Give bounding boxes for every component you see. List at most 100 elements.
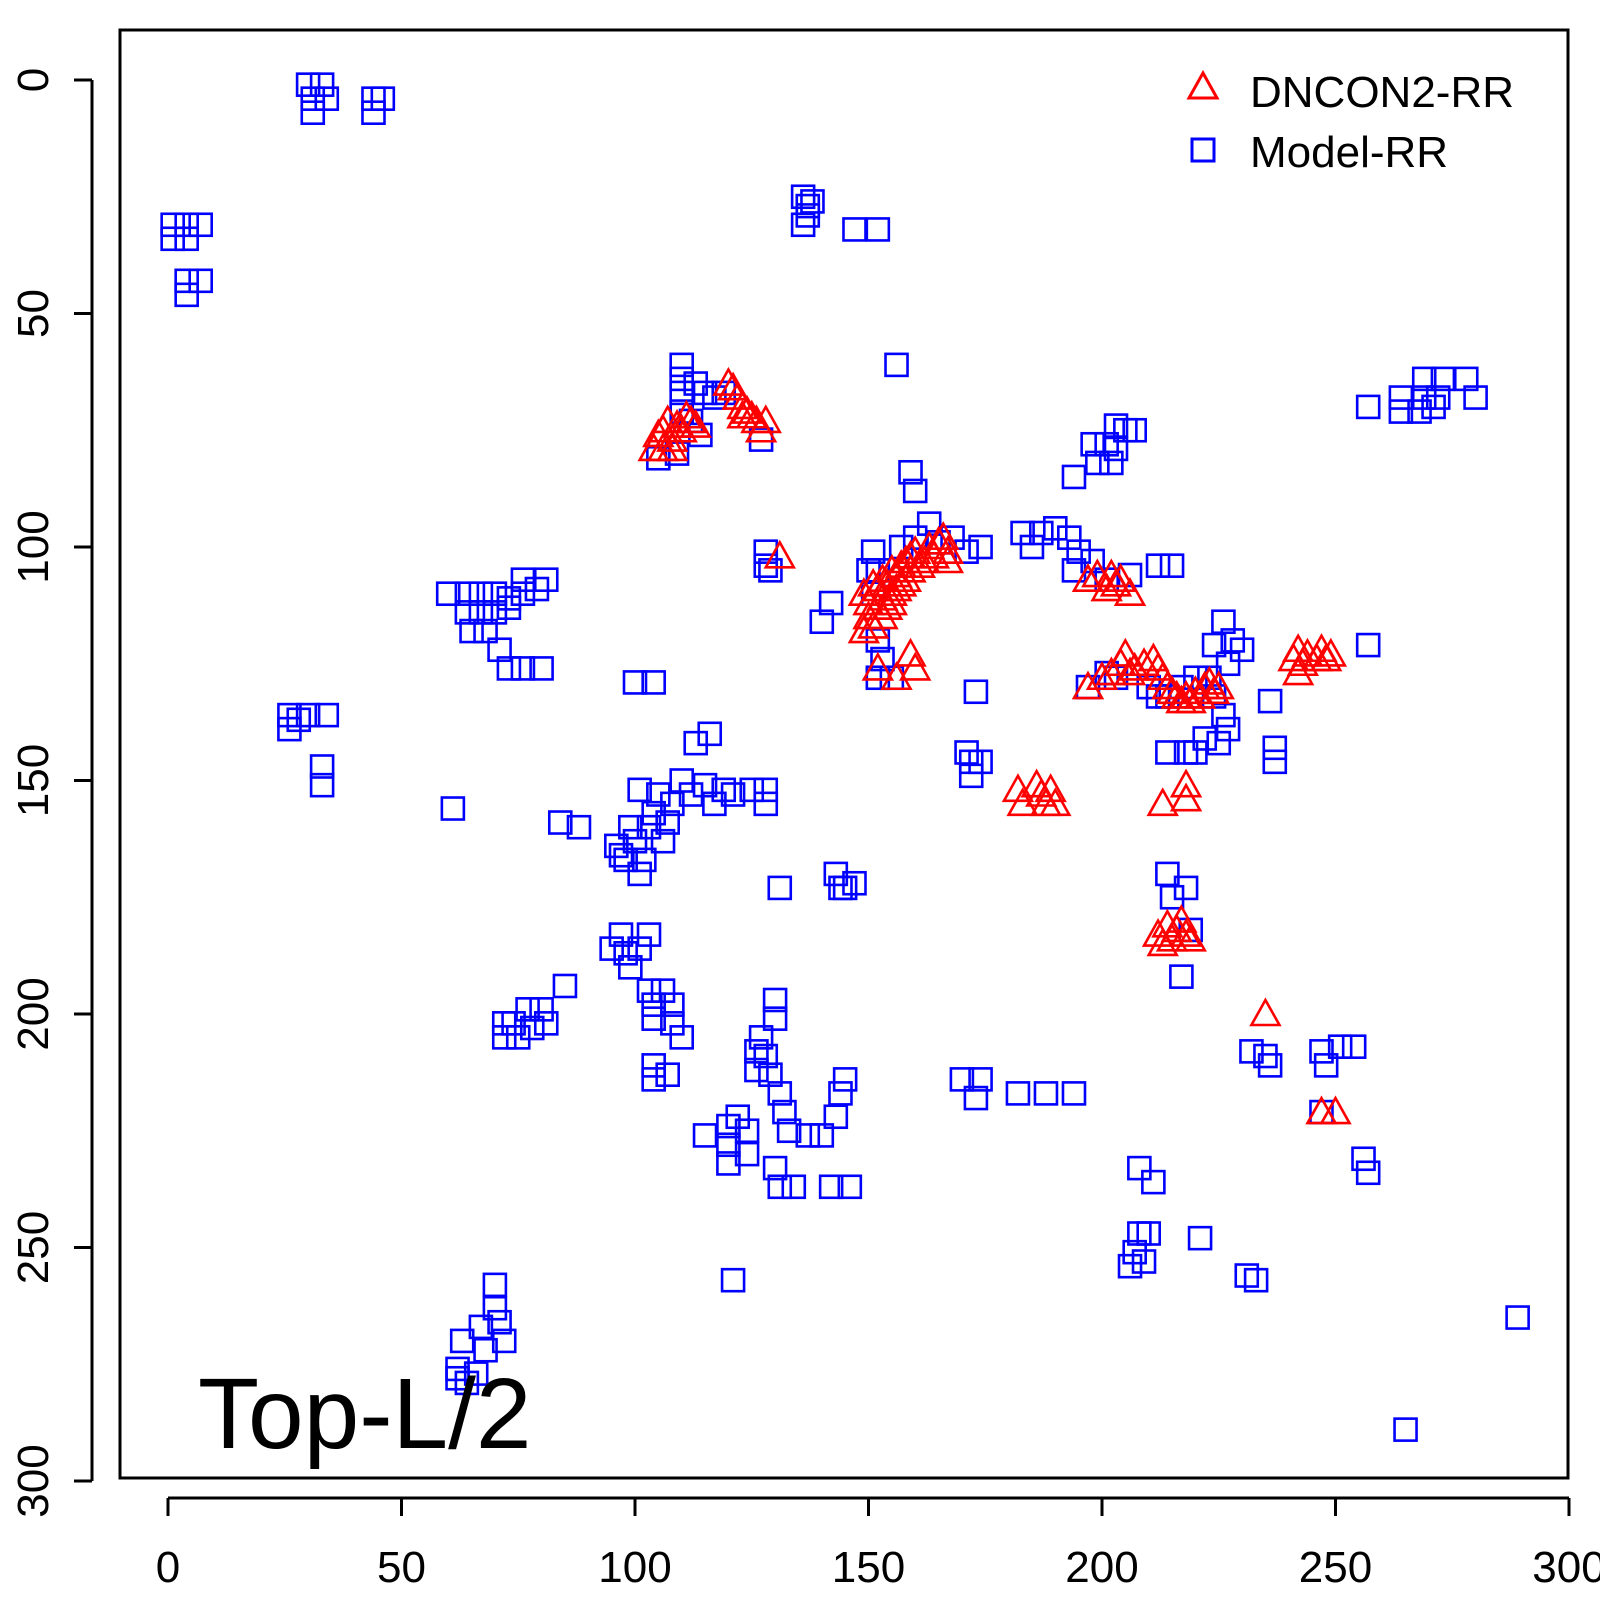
x-tick-label: 200 [1065,1543,1138,1592]
model-rr-point [823,1104,849,1130]
dncon2-rr-point [1309,642,1343,672]
model-rr-point [767,875,793,901]
model-rr-point [641,992,666,1017]
model-rr-point [314,86,340,111]
model-rr-point [636,814,662,840]
model-rr-point [1388,385,1414,410]
model-rr-point [1229,637,1255,663]
dncon2-rr-point [856,609,890,639]
model-rr-point [1355,394,1381,420]
model-rr-point [725,1104,751,1130]
model-rr-point [884,352,909,378]
dncon2-rr-point [1291,637,1324,667]
x-tick-label: 100 [598,1543,671,1592]
model-rr-point [655,1062,680,1088]
model-rr-point [963,679,989,705]
y-tick-label: 100 [9,510,58,583]
model-rr-point [1262,749,1288,775]
model-rr-point [515,997,540,1022]
legend-label-model-rr: Model-RR [1250,128,1448,177]
model-rr-point [1253,1043,1278,1069]
model-rr-point [188,212,213,238]
model-rr-point [1183,740,1208,765]
model-rr-point [702,385,727,410]
dncon2-rr-point [884,567,918,597]
model-rr-point [510,581,536,607]
model-rr-point [1005,1081,1031,1106]
model-rr-point [295,72,321,97]
model-rr-point [277,716,302,742]
x-axis: 0 50 100 150 200 250 300 [156,1496,1600,1592]
model-rr-point [1463,385,1488,410]
dncon2-rr-point [847,614,881,644]
model-rr-point [716,1113,741,1139]
dncon2-rr-point [931,544,965,574]
model-rr-point [487,1309,512,1335]
model-rr-point [1173,875,1199,901]
model-rr-point [1257,688,1283,714]
y-axis: 0 50 100 150 200 250 300 [9,68,94,1518]
dncon2-rr-point [1095,656,1128,686]
model-rr-point [669,352,695,378]
model-rr-point [627,936,652,961]
model-rr-point [1313,1053,1339,1078]
dncon2-rr-point [1113,656,1147,686]
model-rr-point [711,777,737,803]
dncon2-rr-point [1127,647,1161,677]
legend-marker-model-rr [1190,137,1216,163]
model-rr-point [1145,553,1171,578]
model-rr-point [510,656,536,681]
model-rr-point [496,656,522,681]
model-rr-point [300,100,326,125]
model-rr-point [809,1123,835,1148]
model-rr-point [295,702,321,728]
model-rr-point [1309,1039,1334,1064]
dncon2-rr-point [866,563,899,592]
model-rr-point [832,875,858,901]
model-rr-point [954,740,979,765]
model-rr-point [818,590,844,616]
model-rr-point [641,1053,666,1078]
model-rr-point [1211,702,1236,728]
model-rr-point [716,1132,741,1158]
dncon2-rr-point [1179,675,1212,705]
model-rr-point [641,1006,666,1031]
dncon2-rr-point [1202,670,1235,700]
dncon2-rr-point [894,553,927,583]
model-rr-point [692,772,718,798]
model-rr-point [744,1057,769,1083]
model-rr-point [309,72,335,97]
dncon2-rr-point [1197,675,1231,705]
dncon2-rr-point [875,586,909,616]
model-rr-point [608,922,634,947]
model-rr-point [1453,366,1479,392]
model-rr-point [160,226,185,252]
model-rr-point [1421,394,1446,420]
model-rr-point [650,828,676,854]
model-rr-point [174,226,199,252]
panel-label: Top-L/2 [198,1358,532,1470]
model-rr-point [160,212,185,238]
model-rr-point [445,1365,470,1391]
model-rr-point [753,553,779,578]
dncon2-rr-point [898,651,932,681]
model-rr-point [762,1006,788,1031]
model-rr-point [772,1099,797,1125]
model-rr-point [361,86,386,111]
dncon2-rr-point [1039,787,1072,817]
y-tick-label: 50 [9,289,58,338]
model-rr-point [1192,726,1218,751]
model-rr-point [529,656,554,681]
model-rr-point [1355,1160,1381,1186]
model-rr-point [865,628,891,653]
dncon2-rr-point [679,408,712,438]
model-rr-point [898,459,923,485]
dncon2-rr-point [1146,787,1179,817]
model-rr-point [496,595,522,621]
model-rr-point [468,600,494,625]
model-rr-point [660,992,685,1017]
model-rr-point [1057,525,1082,550]
model-rr-point [711,380,737,406]
model-rr-point [505,1025,531,1050]
legend-label-dncon2-rr: DNCON2-RR [1250,68,1514,117]
